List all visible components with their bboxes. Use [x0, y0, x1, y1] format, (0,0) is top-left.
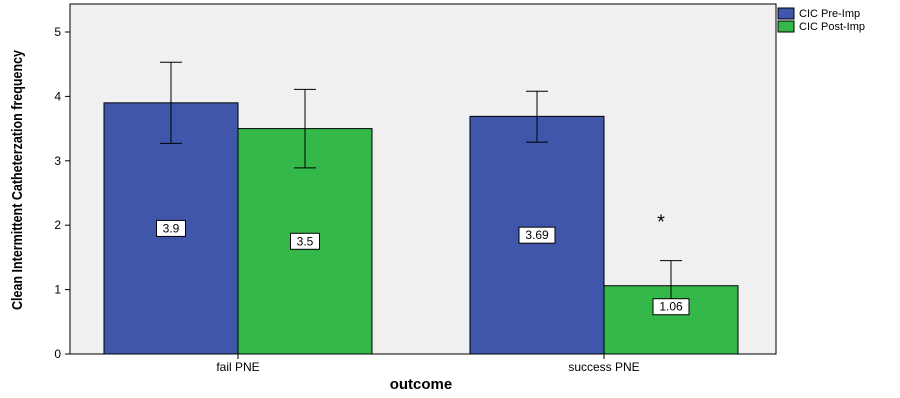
y-tick-label: 3 [54, 154, 61, 168]
y-tick-label: 1 [54, 283, 61, 297]
data-label-box [652, 298, 690, 316]
legend-label: CIC Post-Imp [799, 21, 865, 33]
x-tick-label: success PNE [568, 360, 639, 374]
y-tick-label: 4 [54, 89, 61, 103]
y-tick-label: 0 [54, 347, 61, 361]
data-label: 3.5 [297, 234, 314, 248]
data-label-box [156, 219, 186, 237]
data-label: 1.06 [659, 300, 683, 314]
data-label: 3.69 [525, 228, 549, 242]
significance-marker: * [657, 212, 665, 234]
legend-swatch [777, 7, 795, 20]
bars-layer: 3.9 3.5 3.69 1.06 * [103, 61, 739, 355]
legend-swatch [777, 20, 795, 33]
y-axis: 0 1 2 3 4 5 [54, 25, 70, 361]
x-axis-title: outcome [390, 376, 453, 393]
data-label: 3.9 [163, 221, 180, 235]
y-tick-label: 5 [54, 25, 61, 39]
data-label-box [290, 232, 320, 250]
x-axis: fail PNE success PNE [216, 354, 640, 374]
y-axis-title: Clean Intermittent Catheterzation freque… [9, 49, 26, 310]
x-tick-label: fail PNE [216, 360, 259, 374]
data-label-box [518, 226, 556, 244]
legend-label: CIC Pre-Imp [799, 8, 860, 20]
y-tick-label: 2 [54, 218, 61, 232]
